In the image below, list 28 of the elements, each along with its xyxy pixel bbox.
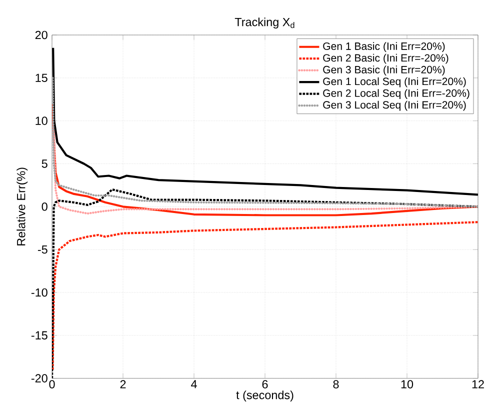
legend-label: Gen 3 Basic (Ini Err=20%) [323,66,445,76]
legend-label: Gen 1 Basic (Ini Err=20%) [323,42,445,52]
x-tick-label: 0 [49,380,55,388]
x-tick-label: 8 [333,380,339,388]
legend-label: Gen 2 Local Seq (Ini Err=-20%) [323,89,470,99]
y-tick-label: -5 [38,245,48,254]
x-tick-label: 6 [262,380,268,388]
y-tick-label: -15 [31,331,48,340]
y-tick-label: 20 [35,30,48,40]
y-tick-label: 15 [36,74,48,82]
line-series [52,221,478,371]
y-tick-label: 0 [42,202,48,211]
y-axis-title: Relative Err(%) [16,168,28,246]
y-tick-label: -10 [31,288,48,297]
x-tick-label: 12 [472,380,484,388]
y-tick-label: 5 [42,160,48,168]
legend-label: Gen 1 Local Seq (Ini Err=20%) [323,77,466,88]
y-tick-label: 10 [36,116,48,125]
x-axis-title: t (seconds) [236,390,294,402]
y-tick-label: -20 [31,374,48,382]
line-series [52,102,478,216]
x-tick-label: 10 [401,380,414,388]
legend-label: Gen 3 Local Seq (Ini Err=20%) [323,100,466,111]
legend-label: Gen 2 Basic (Ini Err=-20%) [323,54,448,64]
x-tick-label: 4 [191,380,197,388]
x-tick-label: 2 [120,380,126,388]
chart-title: Tracking X$_{d}$ [234,18,294,29]
line-series [52,76,478,208]
